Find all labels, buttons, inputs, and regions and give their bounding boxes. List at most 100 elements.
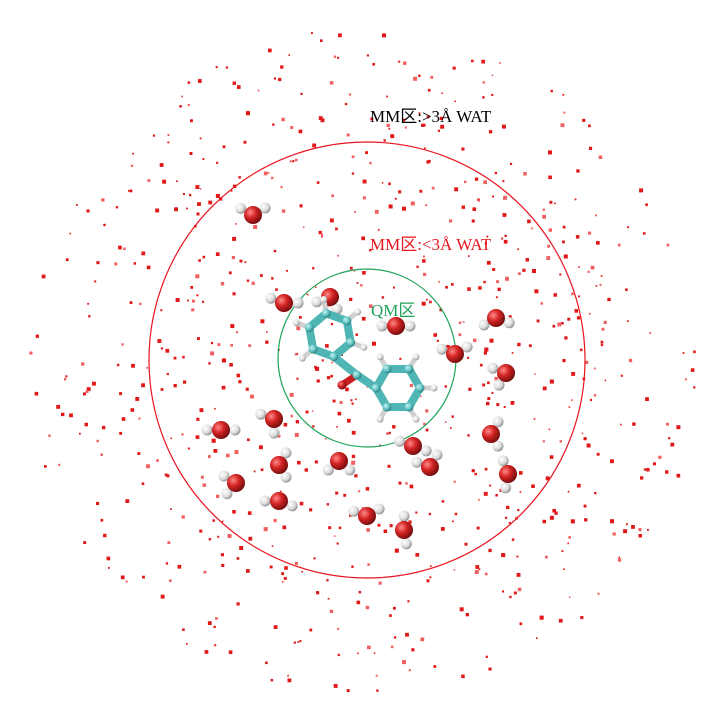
mm-water-dot [367, 563, 370, 566]
mm-water-dot [429, 300, 432, 304]
mm-water-dot [643, 468, 646, 471]
mm-water-dot [489, 338, 494, 343]
mm-water-dot [534, 289, 539, 294]
mm-water-dot [337, 411, 342, 416]
mm-water-dot [271, 277, 274, 280]
mm-water-dot [542, 440, 545, 443]
mm-water-dot [211, 438, 216, 443]
mm-water-dot [176, 180, 178, 183]
mm-water-dot [283, 576, 287, 580]
mm-water-dot [199, 137, 202, 140]
mm-water-dot [281, 117, 285, 122]
mm-water-dot [271, 545, 274, 547]
mm-water-dot [542, 208, 545, 211]
mm-water-dot [187, 103, 190, 106]
mm-water-dot [182, 628, 185, 631]
mm-water-dot [522, 268, 526, 272]
mm-water-dot [594, 492, 597, 495]
mm-water-dot [266, 331, 268, 333]
mm-water-dot [597, 592, 600, 595]
mm-water-dot [482, 383, 486, 387]
mm-water-dot [294, 432, 299, 437]
mm-water-dot [600, 275, 603, 277]
mm-water-dot [517, 342, 521, 347]
mm-water-dot [195, 185, 200, 189]
mm-water-dot [313, 557, 316, 560]
mm-water-dot [392, 425, 396, 429]
mm-water-dot [351, 454, 356, 459]
mm-water-dot [125, 499, 130, 503]
mm-water-dot [259, 445, 263, 450]
mm-water-dot [141, 251, 146, 256]
mm-water-dot [83, 392, 86, 396]
mm-water-dot [495, 296, 498, 299]
mm-water-dot [439, 116, 443, 120]
mm-water-dot [393, 286, 395, 289]
mm-water-dot [275, 288, 278, 291]
mm-water-dot [639, 188, 644, 193]
water-molecule-icon [259, 492, 298, 512]
mm-water-dot [101, 425, 106, 430]
mm-water-dot [545, 555, 548, 559]
mm-water-dot [302, 226, 305, 228]
mm-water-dot [326, 503, 329, 506]
mm-water-dot [604, 379, 607, 382]
mm-water-dot [231, 256, 235, 260]
mm-water-dot [305, 410, 309, 414]
mm-water-dot [191, 308, 195, 312]
mm-water-dot [542, 214, 546, 219]
mm-water-dot [488, 548, 492, 553]
mm-water-dot [173, 356, 177, 360]
mm-water-dot [260, 274, 263, 277]
mm-water-dot [247, 438, 250, 442]
mm-water-dot [539, 615, 544, 620]
mm-water-dot [381, 296, 385, 299]
mm-water-dot [336, 426, 338, 428]
mm-water-dot [200, 475, 204, 479]
mm-outer-label: MM区:>3Å WAT [370, 107, 492, 126]
mm-water-dot [175, 298, 180, 302]
mm-water-dot [170, 437, 172, 440]
mm-water-dot [402, 206, 406, 211]
mm-water-dot [345, 387, 349, 392]
mm-water-dot [600, 340, 604, 344]
mm-water-dot [676, 473, 681, 478]
mm-water-dot [260, 468, 264, 472]
mm-water-dot [361, 316, 366, 321]
mm-water-dot [554, 202, 556, 205]
mm-water-dot [461, 674, 465, 679]
mm-water-dot [549, 515, 554, 520]
mm-water-dot [548, 428, 551, 431]
mm-water-dot [220, 553, 224, 557]
mm-water-dot [422, 259, 426, 263]
mm-water-dot [519, 471, 523, 475]
mm-water-dot [409, 484, 414, 489]
mm-water-dot [501, 553, 506, 558]
mm-water-dot [571, 372, 576, 376]
mm-water-dot [362, 271, 366, 275]
mm-water-dot [532, 269, 536, 273]
mm-water-dot [271, 176, 274, 180]
mm-water-dot [575, 235, 580, 239]
mm-water-dot [589, 398, 592, 401]
mm-water-dot [351, 402, 354, 405]
mm-water-dot [173, 384, 177, 388]
mm-water-dot [114, 262, 118, 266]
mm-water-dot [577, 483, 581, 488]
mm-water-dot [433, 665, 437, 668]
mm-water-dot [203, 570, 207, 574]
mm-water-dot [561, 550, 564, 553]
mm-water-dot [48, 434, 51, 437]
mm-water-dot [492, 195, 494, 198]
mm-water-dot [502, 213, 507, 217]
mm-water-dot [69, 413, 73, 418]
mm-water-dot [423, 272, 427, 276]
mm-water-dot [191, 299, 195, 303]
mm-water-dot [509, 595, 512, 599]
mm-water-dot [339, 401, 343, 404]
mm-water-dot [202, 300, 205, 303]
mm-water-dot [360, 284, 363, 287]
mm-water-dot [560, 123, 565, 128]
mm-water-dot [519, 622, 523, 626]
mm-water-dot [377, 228, 380, 231]
